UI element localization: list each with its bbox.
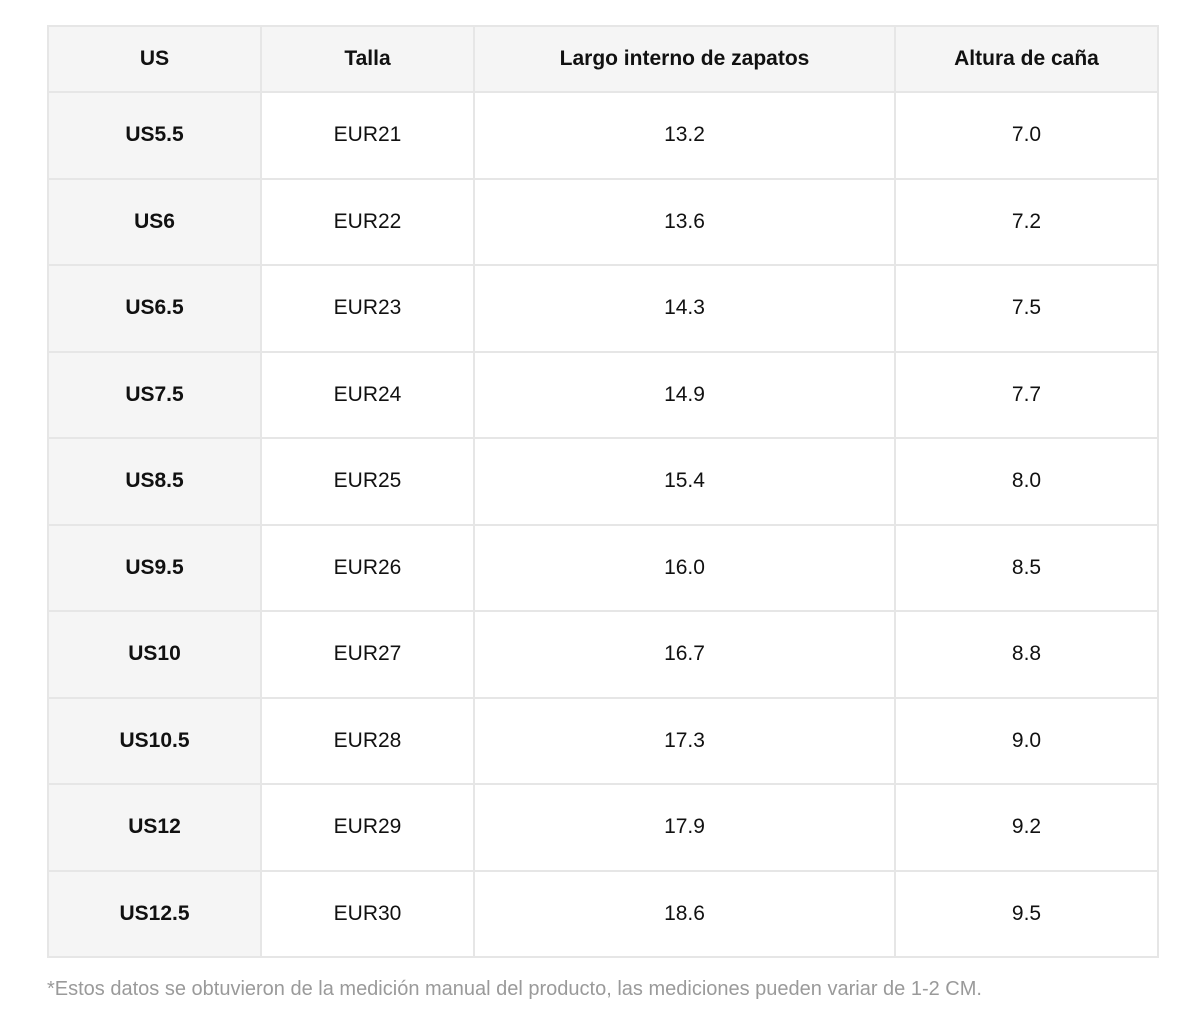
cell-us: US6.5 xyxy=(47,264,262,353)
table-row: US10 EUR27 16.7 8.8 xyxy=(47,610,1159,699)
cell-largo-interno: 13.2 xyxy=(473,91,896,180)
cell-altura-cana: 9.2 xyxy=(894,783,1159,872)
cell-altura-cana: 9.0 xyxy=(894,696,1159,785)
table-body: US5.5 EUR21 13.2 7.0 US6 EUR22 13.6 7.2 … xyxy=(47,91,1159,958)
table-header: US Talla Largo interno de zapatos Altura… xyxy=(47,25,1159,93)
cell-talla: EUR29 xyxy=(260,783,475,872)
cell-us: US9.5 xyxy=(47,523,262,612)
table-row: US12.5 EUR30 18.6 9.5 xyxy=(47,869,1159,958)
header-row: US Talla Largo interno de zapatos Altura… xyxy=(47,25,1159,93)
cell-largo-interno: 15.4 xyxy=(473,437,896,526)
table-row: US8.5 EUR25 15.4 8.0 xyxy=(47,437,1159,526)
cell-us: US12.5 xyxy=(47,869,262,958)
cell-talla: EUR23 xyxy=(260,264,475,353)
cell-talla: EUR30 xyxy=(260,869,475,958)
cell-talla: EUR22 xyxy=(260,177,475,266)
cell-talla: EUR21 xyxy=(260,91,475,180)
cell-talla: EUR27 xyxy=(260,610,475,699)
cell-altura-cana: 7.0 xyxy=(894,91,1159,180)
cell-largo-interno: 13.6 xyxy=(473,177,896,266)
cell-us: US7.5 xyxy=(47,350,262,439)
cell-talla: EUR28 xyxy=(260,696,475,785)
cell-us: US10.5 xyxy=(47,696,262,785)
size-chart-table: US Talla Largo interno de zapatos Altura… xyxy=(47,25,1159,958)
cell-largo-interno: 17.9 xyxy=(473,783,896,872)
table-row: US7.5 EUR24 14.9 7.7 xyxy=(47,350,1159,439)
table-row: US12 EUR29 17.9 9.2 xyxy=(47,783,1159,872)
cell-altura-cana: 9.5 xyxy=(894,869,1159,958)
cell-us: US5.5 xyxy=(47,91,262,180)
cell-us: US8.5 xyxy=(47,437,262,526)
header-talla: Talla xyxy=(260,25,475,93)
table-row: US5.5 EUR21 13.2 7.0 xyxy=(47,91,1159,180)
cell-largo-interno: 16.7 xyxy=(473,610,896,699)
table-row: US6.5 EUR23 14.3 7.5 xyxy=(47,264,1159,353)
table-row: US10.5 EUR28 17.3 9.0 xyxy=(47,696,1159,785)
cell-altura-cana: 7.2 xyxy=(894,177,1159,266)
table-row: US9.5 EUR26 16.0 8.5 xyxy=(47,523,1159,612)
cell-talla: EUR24 xyxy=(260,350,475,439)
cell-altura-cana: 8.8 xyxy=(894,610,1159,699)
cell-largo-interno: 16.0 xyxy=(473,523,896,612)
measurement-footnote: *Estos datos se obtuvieron de la medició… xyxy=(47,978,982,1000)
header-altura-cana: Altura de caña xyxy=(894,25,1159,93)
cell-talla: EUR25 xyxy=(260,437,475,526)
cell-us: US6 xyxy=(47,177,262,266)
cell-largo-interno: 14.9 xyxy=(473,350,896,439)
cell-largo-interno: 14.3 xyxy=(473,264,896,353)
cell-largo-interno: 18.6 xyxy=(473,869,896,958)
cell-largo-interno: 17.3 xyxy=(473,696,896,785)
header-us: US xyxy=(47,25,262,93)
cell-us: US12 xyxy=(47,783,262,872)
cell-talla: EUR26 xyxy=(260,523,475,612)
cell-us: US10 xyxy=(47,610,262,699)
table-row: US6 EUR22 13.6 7.2 xyxy=(47,177,1159,266)
header-largo-interno: Largo interno de zapatos xyxy=(473,25,896,93)
cell-altura-cana: 8.5 xyxy=(894,523,1159,612)
cell-altura-cana: 8.0 xyxy=(894,437,1159,526)
cell-altura-cana: 7.7 xyxy=(894,350,1159,439)
cell-altura-cana: 7.5 xyxy=(894,264,1159,353)
